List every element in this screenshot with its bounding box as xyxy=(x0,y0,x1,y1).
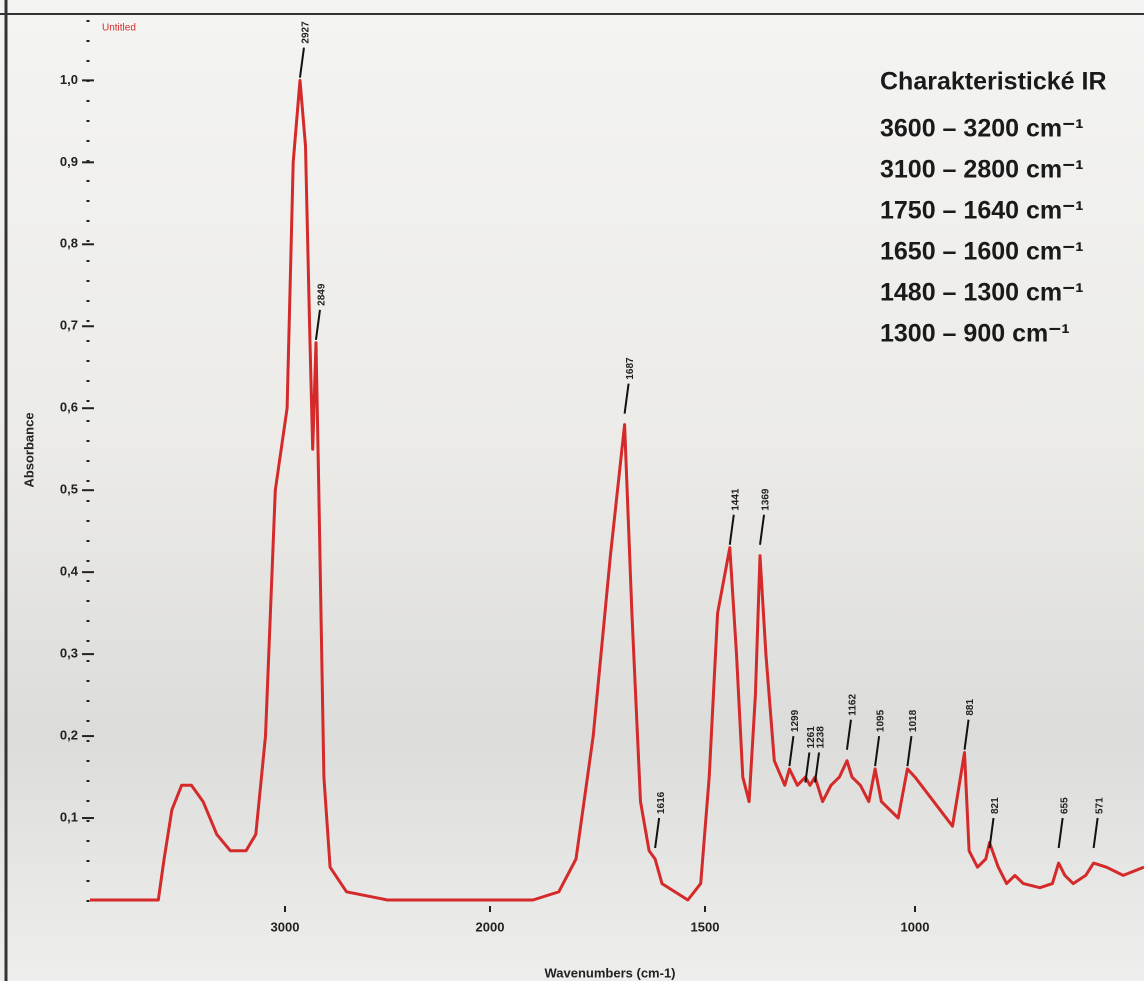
peak-label: 2927 xyxy=(301,21,312,44)
legend-entry: Untitled xyxy=(102,23,136,34)
peak-marker xyxy=(906,735,913,767)
peak-marker xyxy=(814,752,821,783)
y-tick-label: 0,1 xyxy=(60,809,78,824)
y-tick-label: 0,2 xyxy=(60,728,78,743)
peak-marker xyxy=(728,514,735,545)
y-axis-label: Absorbance xyxy=(21,412,36,487)
y-tick-label: 1,0 xyxy=(60,72,78,87)
y-tick-label: 0,9 xyxy=(60,154,78,169)
peak-marker xyxy=(804,752,811,783)
peak-label: 821 xyxy=(990,797,1001,814)
annotation: 3100 – 2800 cm⁻¹ xyxy=(880,156,1084,184)
annotation: 3600 – 3200 cm⁻¹ xyxy=(880,115,1084,143)
peak-marker xyxy=(963,719,970,750)
x-tick-label: 3000 xyxy=(271,919,300,934)
peak-marker xyxy=(1092,817,1099,849)
peak-label: 881 xyxy=(965,699,976,716)
peak-label: 655 xyxy=(1059,797,1070,814)
annotation: 1480 – 1300 cm⁻¹ xyxy=(880,279,1084,307)
annotation: 1300 – 900 cm⁻¹ xyxy=(880,320,1070,348)
peak-label: 1018 xyxy=(908,709,919,732)
peak-label: 1441 xyxy=(730,488,741,511)
peak-label: 1162 xyxy=(848,694,859,716)
peak-label: 1616 xyxy=(656,791,667,814)
peak-label: 1299 xyxy=(790,709,801,732)
peak-marker xyxy=(759,514,766,545)
y-tick-label: 0,6 xyxy=(60,400,78,415)
peak-marker xyxy=(788,735,795,767)
peak-label: 1687 xyxy=(625,357,636,380)
y-tick-label: 0,4 xyxy=(60,564,79,579)
annotation: 1650 – 1600 cm⁻¹ xyxy=(880,238,1084,266)
y-tick-label: 0,7 xyxy=(60,318,78,333)
y-tick-label: 0,3 xyxy=(60,646,78,661)
peak-label: 571 xyxy=(1094,797,1105,814)
peak-marker xyxy=(623,383,630,414)
peak-label: 2849 xyxy=(317,283,328,306)
spectrum-line xyxy=(90,78,1144,902)
peak-marker xyxy=(654,817,661,849)
peak-label: 1261 xyxy=(806,726,817,749)
y-tick-label: 0,5 xyxy=(60,482,78,497)
peak-marker xyxy=(314,309,321,341)
peak-marker xyxy=(845,719,852,750)
x-axis-label: Wavenumbers (cm-1) xyxy=(545,965,676,980)
peak-marker xyxy=(1057,817,1064,849)
peak-label: 1238 xyxy=(816,726,827,749)
peak-marker xyxy=(298,47,305,78)
y-tick-label: 0,8 xyxy=(60,236,78,251)
annotation: 1750 – 1640 cm⁻¹ xyxy=(880,197,1084,225)
x-tick-label: 1500 xyxy=(691,919,720,934)
peak-marker xyxy=(988,817,995,849)
x-tick-label: 1000 xyxy=(901,919,930,934)
peak-label: 1369 xyxy=(761,488,772,511)
annotation-title: Charakteristické IR xyxy=(880,68,1107,96)
peak-label: 1095 xyxy=(876,709,887,732)
x-tick-label: 2000 xyxy=(476,919,505,934)
peak-marker xyxy=(874,735,881,767)
